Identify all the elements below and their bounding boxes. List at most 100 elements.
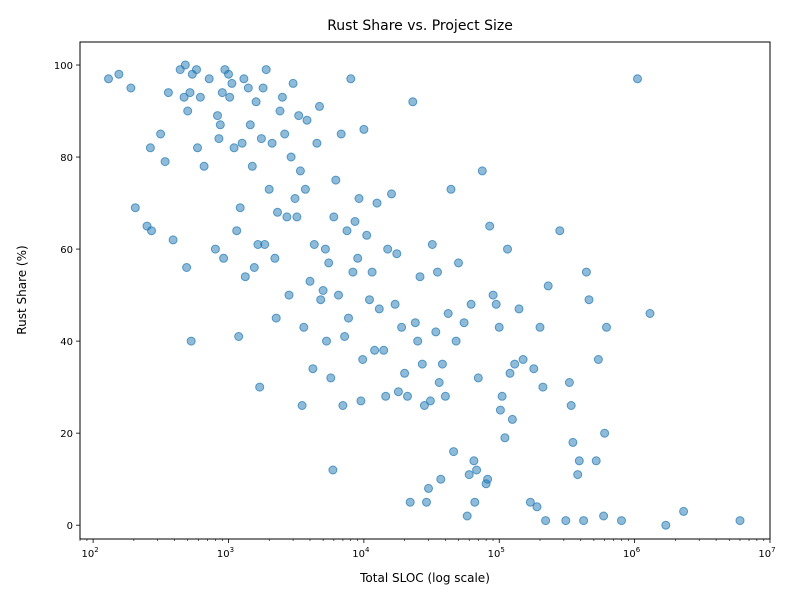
- y-axis: 0 20 40 60 80 100: [54, 61, 80, 532]
- data-point: [735, 516, 745, 526]
- x-tick-base: 10: [758, 549, 771, 560]
- data-point: [210, 244, 220, 254]
- data-point: [584, 295, 594, 305]
- data-point: [451, 336, 461, 346]
- data-point: [393, 387, 403, 397]
- data-point: [275, 106, 285, 116]
- data-point: [336, 129, 346, 139]
- data-point: [579, 516, 589, 526]
- data-point: [408, 97, 418, 107]
- data-point: [431, 327, 441, 337]
- points-layer: [104, 60, 745, 530]
- data-point: [282, 212, 292, 222]
- data-point: [417, 359, 427, 369]
- data-point: [328, 465, 338, 475]
- data-point: [308, 364, 318, 374]
- data-point: [204, 74, 214, 84]
- x-tick-base: 10: [352, 549, 365, 560]
- data-point: [213, 111, 222, 121]
- data-point: [495, 405, 505, 415]
- data-point: [591, 456, 601, 466]
- data-point: [645, 309, 655, 318]
- data-point: [235, 203, 245, 213]
- data-point: [397, 322, 407, 332]
- data-point: [214, 134, 224, 144]
- data-point: [449, 447, 459, 457]
- data-point: [679, 506, 689, 516]
- data-point: [593, 355, 603, 364]
- data-point: [256, 134, 266, 144]
- data-point: [602, 322, 611, 332]
- data-point: [316, 295, 326, 305]
- data-point: [232, 226, 242, 236]
- data-point: [342, 226, 352, 236]
- data-point: [535, 322, 545, 332]
- data-point: [472, 465, 482, 475]
- data-point: [186, 336, 196, 346]
- data-point: [239, 74, 249, 84]
- data-point: [422, 497, 431, 507]
- data-point: [469, 456, 479, 466]
- data-point: [661, 520, 671, 530]
- x-tick-base: 10: [488, 549, 501, 560]
- data-point: [284, 290, 294, 300]
- data-point: [415, 272, 425, 282]
- data-point: [225, 92, 235, 102]
- data-point: [309, 240, 319, 249]
- data-point: [510, 359, 520, 369]
- data-point: [372, 198, 382, 208]
- data-point: [286, 152, 296, 162]
- data-point: [322, 336, 331, 346]
- data-point: [219, 253, 229, 263]
- data-point: [185, 88, 195, 98]
- y-tick-label: 20: [60, 429, 73, 440]
- data-point: [400, 368, 410, 378]
- x-tick-exponent: 3: [230, 546, 234, 554]
- data-point: [443, 309, 453, 318]
- data-point: [344, 313, 353, 323]
- data-point: [258, 83, 268, 93]
- data-point: [424, 483, 433, 493]
- data-point: [494, 322, 504, 332]
- data-point: [532, 502, 542, 512]
- y-tick-label: 100: [54, 61, 73, 72]
- data-point: [405, 497, 415, 507]
- data-point: [466, 299, 476, 309]
- y-axis-label: Rust Share (%): [15, 245, 29, 334]
- data-point: [251, 97, 261, 107]
- chart-title: Rust Share vs. Project Size: [327, 18, 513, 34]
- y-tick-label: 0: [67, 521, 73, 532]
- data-point: [370, 345, 380, 355]
- data-point: [433, 267, 442, 277]
- data-point: [160, 157, 170, 167]
- data-point: [237, 138, 247, 148]
- data-point: [331, 175, 341, 185]
- data-point: [507, 414, 517, 424]
- data-point: [312, 138, 322, 148]
- data-point: [245, 120, 255, 130]
- data-point: [247, 161, 257, 171]
- data-point: [383, 244, 393, 254]
- data-point: [573, 470, 583, 480]
- data-point: [280, 129, 290, 139]
- data-point: [320, 244, 330, 254]
- data-point: [488, 290, 498, 300]
- data-point: [183, 106, 193, 116]
- data-point: [617, 516, 626, 526]
- x-tick-base: 10: [82, 549, 95, 560]
- data-point: [543, 281, 553, 291]
- x-tick-label: 105: [488, 546, 505, 560]
- data-point: [446, 184, 456, 194]
- x-axis: 102 103 104 105 106 107: [79, 539, 776, 560]
- data-point: [215, 120, 225, 130]
- data-point: [104, 74, 113, 84]
- data-point: [362, 230, 372, 240]
- data-point: [353, 253, 363, 263]
- data-point: [525, 497, 535, 507]
- x-axis-label: Total SLOC (log scale): [359, 571, 490, 585]
- data-point: [434, 378, 444, 387]
- data-point: [561, 516, 571, 526]
- data-point: [180, 60, 190, 70]
- data-point: [168, 235, 178, 245]
- data-point: [600, 428, 610, 438]
